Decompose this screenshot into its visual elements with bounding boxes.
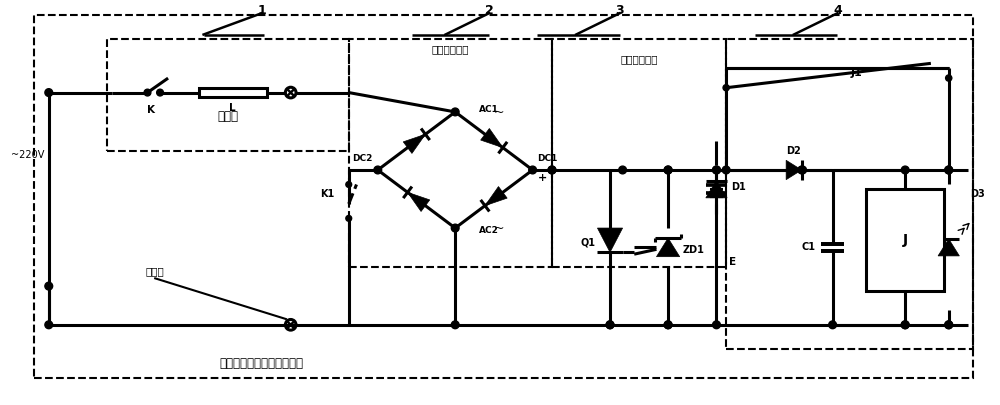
Circle shape (451, 321, 459, 329)
Text: L: L (229, 103, 236, 113)
Bar (107, 39, 349, 151)
Circle shape (548, 166, 556, 174)
Circle shape (606, 321, 614, 329)
Text: D3: D3 (970, 189, 985, 199)
Circle shape (619, 166, 626, 174)
Circle shape (798, 166, 805, 174)
Circle shape (144, 89, 151, 96)
Circle shape (664, 166, 672, 174)
Bar (552, 39, 726, 267)
Text: 用電器: 用電器 (217, 110, 238, 123)
Circle shape (451, 224, 459, 232)
Bar (726, 39, 973, 349)
Circle shape (713, 321, 720, 329)
Circle shape (451, 108, 459, 116)
Circle shape (374, 166, 382, 174)
Circle shape (346, 181, 352, 188)
Text: 旁路保護電路: 旁路保護電路 (620, 54, 658, 64)
Circle shape (529, 166, 536, 174)
Text: 3: 3 (615, 4, 624, 17)
Text: K: K (147, 105, 155, 115)
Text: J1: J1 (851, 68, 863, 78)
Text: 4: 4 (833, 4, 842, 17)
Circle shape (45, 282, 53, 290)
Polygon shape (403, 134, 425, 153)
Text: 一種基于用電器的充電電路: 一種基于用電器的充電電路 (220, 357, 304, 370)
Text: Q1: Q1 (581, 238, 596, 247)
Circle shape (799, 166, 806, 174)
Text: E: E (729, 257, 736, 267)
Circle shape (829, 321, 836, 329)
Bar (866, 189, 944, 291)
Text: ~: ~ (494, 105, 504, 118)
Text: DC2: DC2 (353, 154, 373, 163)
Text: J: J (903, 233, 908, 247)
Text: ~220V: ~220V (11, 151, 44, 160)
Polygon shape (408, 192, 430, 211)
Circle shape (722, 166, 730, 174)
Polygon shape (481, 128, 503, 148)
Text: 2: 2 (485, 4, 493, 17)
Bar (349, 39, 552, 267)
Text: AC2: AC2 (479, 226, 499, 235)
Text: DC1: DC1 (537, 154, 558, 163)
Circle shape (346, 215, 352, 221)
Text: D1: D1 (731, 182, 746, 192)
Circle shape (723, 85, 729, 91)
Circle shape (606, 321, 614, 329)
Circle shape (901, 166, 909, 174)
Bar (199, 88, 267, 97)
Text: 接線柱: 接線柱 (146, 266, 165, 277)
Circle shape (945, 166, 953, 174)
Text: C1: C1 (801, 243, 815, 252)
Text: ZD1: ZD1 (683, 245, 704, 255)
Circle shape (548, 166, 556, 174)
Polygon shape (485, 187, 507, 206)
Polygon shape (786, 160, 802, 180)
Circle shape (901, 321, 909, 329)
Circle shape (45, 89, 53, 96)
Text: AC1: AC1 (479, 104, 499, 113)
Text: 1: 1 (257, 4, 266, 17)
Polygon shape (656, 238, 680, 257)
Circle shape (945, 321, 953, 329)
Text: +: + (537, 173, 547, 183)
Circle shape (713, 166, 720, 174)
Circle shape (901, 321, 909, 329)
Text: 橋式整流電路: 橋式整流電路 (432, 44, 469, 54)
Circle shape (664, 321, 672, 329)
Circle shape (945, 321, 953, 329)
Circle shape (664, 166, 672, 174)
Polygon shape (597, 228, 623, 252)
Polygon shape (706, 181, 727, 198)
Circle shape (946, 75, 952, 81)
Text: D2: D2 (787, 146, 801, 156)
Text: K1: K1 (320, 189, 334, 199)
Circle shape (713, 166, 720, 174)
Circle shape (664, 321, 672, 329)
Circle shape (45, 321, 53, 329)
Circle shape (945, 166, 953, 174)
Circle shape (157, 89, 163, 96)
Text: ~: ~ (494, 222, 504, 234)
Polygon shape (938, 239, 959, 256)
